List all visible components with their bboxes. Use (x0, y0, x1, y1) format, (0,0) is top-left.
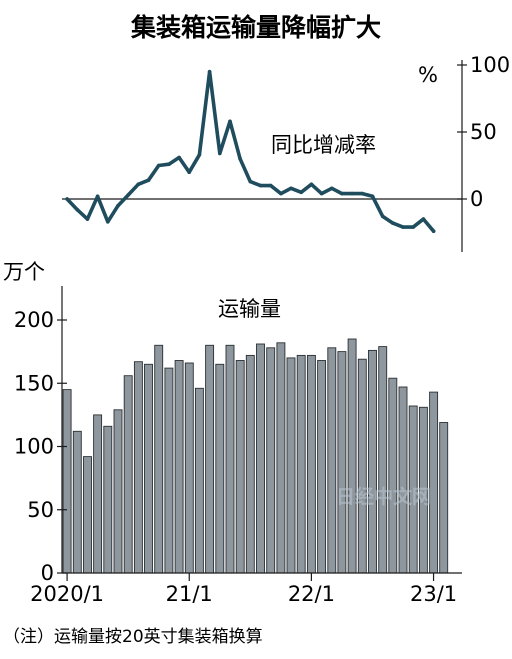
bar (306, 354, 316, 574)
bar (378, 346, 388, 574)
bar (133, 361, 143, 574)
line-chart-y-tick-label: 0 (470, 187, 483, 211)
bar (62, 389, 72, 574)
line-point (146, 178, 151, 182)
line-point (421, 217, 426, 221)
bar-chart-annotation: 运输量 (218, 297, 281, 321)
line-point (126, 193, 130, 197)
line-point (85, 217, 90, 221)
bar-chart-x-tick-label: 23/1 (410, 582, 457, 606)
line-point (279, 191, 283, 196)
bar-chart-x-tick-label: 22/1 (288, 582, 335, 606)
line-point (207, 69, 212, 74)
bar-chart-y-tick-label: 150 (14, 371, 54, 395)
bar-chart-y-tick-label: 50 (27, 498, 54, 522)
bar-chart-x-tick-label: 21/1 (166, 582, 213, 606)
line-point (228, 119, 232, 124)
line-point (177, 155, 181, 160)
bar (93, 414, 103, 574)
line-point (340, 191, 344, 196)
line-point (238, 157, 242, 161)
bar (276, 342, 286, 574)
bar (225, 344, 235, 574)
bar (123, 375, 133, 574)
bar (296, 354, 306, 574)
line-point (299, 190, 304, 195)
bar (286, 357, 296, 574)
line-chart: % 同比增减率 100 50 0 (62, 53, 510, 252)
bar (194, 387, 204, 574)
bar (235, 360, 245, 574)
line-point (218, 151, 222, 156)
bar (174, 360, 184, 574)
line-point (136, 182, 141, 187)
bar (357, 358, 367, 574)
line-point (401, 225, 405, 229)
line-chart-y-tick-label: 50 (470, 120, 497, 144)
line-point (330, 186, 334, 191)
line-point (360, 191, 365, 196)
bar (327, 347, 337, 574)
line-point (431, 229, 436, 233)
bar (164, 367, 174, 574)
watermark: 日经中文网 (336, 485, 431, 508)
line-series (65, 69, 436, 233)
line-point (258, 183, 263, 188)
line-point (95, 194, 100, 199)
line-point (197, 153, 202, 157)
bar-chart: 万个 运输量 0 50 100 150 200 2020/1 21/1 22/1 23/1 (3, 260, 462, 606)
line-point (380, 214, 385, 219)
bar (256, 343, 265, 574)
line-point (370, 194, 375, 199)
bar (388, 377, 398, 574)
line-point (106, 220, 110, 224)
line-point (268, 183, 273, 188)
line-point (391, 221, 395, 225)
bar (368, 349, 377, 574)
bar (144, 363, 153, 574)
line-point (411, 225, 416, 229)
bar-chart-unit: 万个 (3, 260, 45, 284)
bar-chart-y-tick-label: 200 (14, 308, 54, 332)
bar-chart-x-tick-label: 2020/1 (30, 582, 104, 606)
line-point (65, 197, 69, 201)
line-point (156, 163, 161, 168)
line-chart-y-tick-label: 100 (470, 53, 510, 77)
bar (439, 422, 449, 574)
bar (337, 351, 347, 574)
bar (103, 425, 113, 574)
line-point (167, 162, 171, 166)
line-point (187, 170, 191, 174)
chart-title: 集装箱运输量降幅扩大 (130, 13, 381, 42)
line-chart-unit: % (418, 63, 438, 87)
line-point (289, 186, 293, 191)
bar (266, 347, 276, 574)
bar (83, 456, 92, 574)
line-point (350, 191, 354, 196)
line-point (309, 182, 314, 187)
bar (317, 360, 327, 574)
bar-chart-y-tick-label: 100 (14, 435, 54, 459)
line-chart-annotation: 同比增减率 (271, 133, 376, 157)
bar-chart-y-tick-label: 0 (41, 561, 54, 585)
bar (245, 354, 255, 574)
line-point (75, 207, 80, 212)
bar (215, 363, 225, 574)
bar (184, 362, 194, 574)
line-point (319, 191, 324, 196)
line-point (248, 179, 253, 184)
bar (154, 344, 164, 574)
bar (429, 391, 439, 574)
line-point (116, 203, 120, 208)
footnote: （注）运输量按20英寸集装箱换算 (3, 627, 263, 647)
bar (347, 338, 357, 574)
bar (205, 344, 215, 574)
bar (72, 430, 82, 574)
bar (398, 386, 408, 574)
bar (113, 409, 123, 574)
